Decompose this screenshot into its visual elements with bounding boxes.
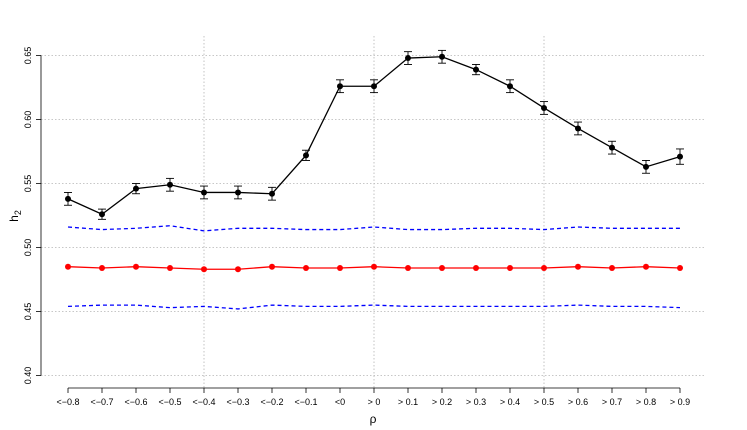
x-tick-label: > 0.4 bbox=[500, 397, 520, 407]
y-axis-title: h2 bbox=[7, 210, 23, 222]
data-point bbox=[473, 264, 479, 271]
data-point bbox=[133, 185, 139, 192]
data-point bbox=[677, 264, 683, 271]
data-point bbox=[235, 266, 241, 273]
data-point bbox=[133, 263, 139, 270]
data-point bbox=[201, 266, 207, 273]
y-tick-label: 0.60 bbox=[23, 111, 33, 129]
data-point bbox=[405, 55, 411, 62]
series-layer bbox=[64, 49, 684, 310]
x-tick-label: > 0 bbox=[368, 397, 381, 407]
y-axis-title-main: h bbox=[7, 215, 21, 222]
data-point bbox=[405, 264, 411, 271]
data-point bbox=[439, 264, 445, 271]
data-point bbox=[201, 189, 207, 196]
data-point bbox=[575, 263, 581, 270]
data-point bbox=[507, 264, 513, 271]
x-tick-label: > 0.5 bbox=[534, 397, 554, 407]
data-point bbox=[575, 125, 581, 132]
data-point bbox=[65, 263, 71, 270]
data-point bbox=[609, 144, 615, 151]
data-point bbox=[541, 104, 547, 111]
data-point bbox=[235, 189, 241, 196]
y-tick-label: 0.45 bbox=[23, 303, 33, 321]
data-point bbox=[507, 83, 513, 90]
data-point bbox=[643, 163, 649, 170]
data-point bbox=[167, 181, 173, 188]
y-axis-title-subscript: 2 bbox=[13, 210, 23, 215]
x-tick-label: <0 bbox=[335, 397, 345, 407]
x-tick-label: > 0.1 bbox=[398, 397, 418, 407]
y-tick-label: 0.65 bbox=[23, 47, 33, 65]
x-tick-label: <−0.8 bbox=[56, 397, 79, 407]
x-tick-label: > 0.9 bbox=[670, 397, 690, 407]
data-point bbox=[371, 83, 377, 90]
x-tick-label: <−0.4 bbox=[192, 397, 215, 407]
data-point bbox=[303, 264, 309, 271]
series-line bbox=[67, 225, 680, 232]
data-point bbox=[269, 263, 275, 270]
x-tick-label: <−0.3 bbox=[226, 397, 249, 407]
data-point bbox=[65, 195, 71, 202]
x-tick-label: > 0.8 bbox=[636, 397, 656, 407]
y-axis: 0.40 0.45 0.50 0.55 0.60 0.65 bbox=[23, 47, 42, 385]
x-tick-label: <−0.6 bbox=[124, 397, 147, 407]
data-point bbox=[167, 264, 173, 271]
data-point bbox=[677, 153, 683, 160]
y-axis-title-group: h2 bbox=[7, 210, 23, 222]
x-tick-label: > 0.3 bbox=[466, 397, 486, 407]
x-tick-label: > 0.2 bbox=[432, 397, 452, 407]
grid bbox=[41, 36, 706, 388]
x-tick-label: > 0.7 bbox=[602, 397, 622, 407]
x-tick-label: <−0.2 bbox=[260, 397, 283, 407]
x-tick-label: > 0.6 bbox=[568, 397, 588, 407]
data-point bbox=[99, 211, 105, 218]
y-tick-label: 0.55 bbox=[23, 175, 33, 193]
x-tick-label: <−0.5 bbox=[158, 397, 181, 407]
x-axis: <−0.8 <−0.7 <−0.6 <−0.5 <−0.4 <−0.3 <−0.2 <−0.1… bbox=[56, 387, 690, 407]
x-tick-label: <−0.1 bbox=[294, 397, 317, 407]
data-point bbox=[473, 66, 479, 73]
data-point bbox=[541, 264, 547, 271]
y-tick-label: 0.40 bbox=[23, 367, 33, 385]
data-point bbox=[371, 263, 377, 270]
y-tick-label: 0.50 bbox=[23, 239, 33, 257]
x-axis-title: ρ bbox=[370, 412, 377, 426]
x-tick-label: <−0.7 bbox=[90, 397, 113, 407]
data-point bbox=[337, 264, 343, 271]
data-point bbox=[609, 264, 615, 271]
data-point bbox=[303, 152, 309, 159]
data-point bbox=[337, 83, 343, 90]
data-point bbox=[269, 190, 275, 197]
data-point bbox=[439, 53, 445, 60]
data-point bbox=[643, 263, 649, 270]
data-point bbox=[99, 264, 105, 271]
